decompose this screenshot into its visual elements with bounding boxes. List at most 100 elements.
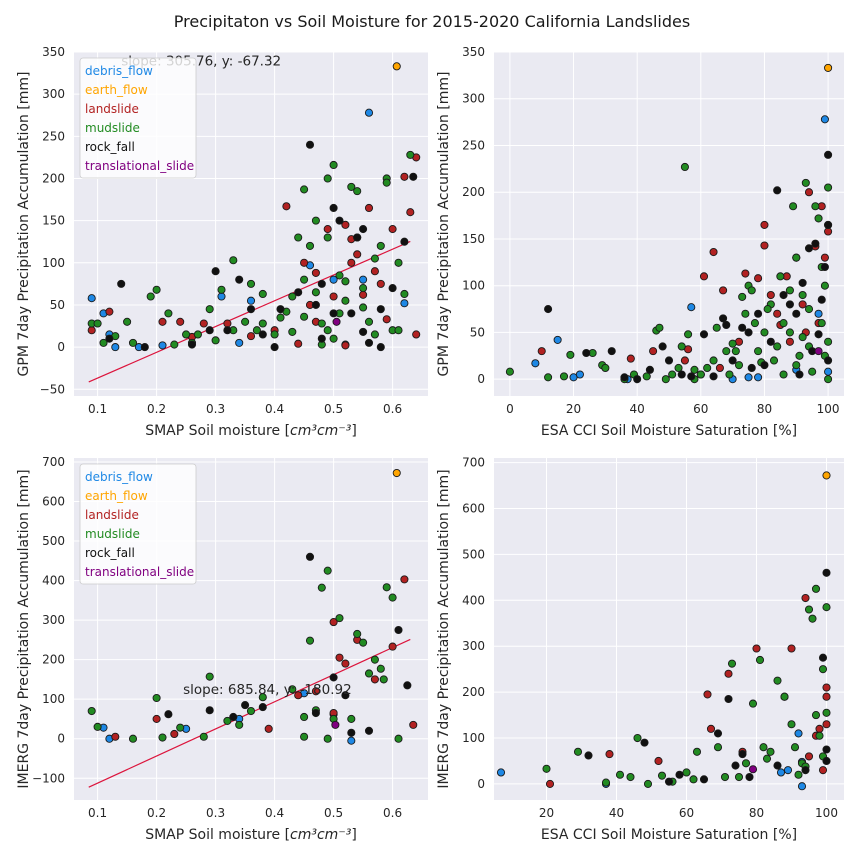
data-point-mudslide xyxy=(317,319,326,328)
data-point-debris-flow xyxy=(797,782,807,791)
data-point-mudslide xyxy=(400,289,409,299)
data-point-rock-fall xyxy=(317,279,326,288)
data-point-mudslide xyxy=(311,288,320,297)
data-point-landslide xyxy=(820,253,829,262)
data-point-landslide xyxy=(353,250,362,259)
data-point-rock-fall xyxy=(824,150,833,159)
data-point-mudslide xyxy=(128,338,138,347)
data-point-mudslide xyxy=(773,342,782,351)
data-point-debris-flow xyxy=(329,275,338,284)
data-point-mudslide xyxy=(728,339,737,348)
data-layer xyxy=(87,62,421,383)
data-point-earth-flow xyxy=(824,63,833,72)
data-point-mudslide xyxy=(773,676,782,685)
data-point-landslide xyxy=(246,332,256,341)
data-point-debris-flow xyxy=(235,338,244,347)
data-point-debris-flow xyxy=(400,299,409,308)
data-point-rock-fall xyxy=(724,694,733,704)
data-point-mudslide xyxy=(235,720,244,729)
data-point-landslide xyxy=(335,653,344,662)
data-point-landslide xyxy=(752,644,761,653)
y-tick-label: 200 xyxy=(42,653,65,667)
data-point-mudslide xyxy=(329,160,338,170)
data-point-mudslide xyxy=(811,711,821,720)
data-point-mudslide xyxy=(725,370,734,379)
y-tick-label: 250 xyxy=(462,138,485,152)
data-point-mudslide xyxy=(779,319,788,328)
data-point-rock-fall xyxy=(824,356,833,365)
data-point-mudslide xyxy=(505,367,514,376)
y-tick-label: 300 xyxy=(42,613,65,627)
data-point-landslide xyxy=(801,593,810,603)
data-point-mudslide xyxy=(370,330,379,339)
data-point-landslide xyxy=(359,290,368,299)
data-point-mudslide xyxy=(820,281,829,290)
x-tick-label: 0.1 xyxy=(88,806,107,820)
data-point-rock-fall xyxy=(773,761,782,770)
data-point-mudslide xyxy=(785,328,794,337)
data-point-rock-fall xyxy=(311,708,320,718)
data-point-landslide xyxy=(364,203,374,213)
data-point-mudslide xyxy=(822,708,831,717)
data-point-rock-fall xyxy=(824,220,833,229)
data-point-rock-fall xyxy=(294,288,303,297)
x-axis-label: SMAP Soil moisture [cm³cm⁻³] xyxy=(145,827,357,843)
data-point-mudslide xyxy=(680,162,689,172)
y-tick-label: 250 xyxy=(42,129,65,143)
data-point-rock-fall xyxy=(785,300,794,309)
data-point-mudslide xyxy=(199,732,208,741)
data-point-mudslide xyxy=(305,636,315,645)
data-point-mudslide xyxy=(798,333,807,342)
data-point-mudslide xyxy=(217,285,226,294)
data-point-debris-flow xyxy=(246,296,256,305)
data-point-landslide xyxy=(152,714,161,723)
x-axis-label: SMAP Soil moisture [cm³cm⁻³] xyxy=(145,423,357,439)
data-point-mudslide xyxy=(747,286,756,295)
data-point-mudslide xyxy=(205,305,214,314)
data-point-mudslide xyxy=(794,770,803,779)
data-point-landslide xyxy=(822,720,831,729)
data-point-rock-fall xyxy=(633,375,642,384)
data-point-rock-fall xyxy=(811,239,820,248)
data-point-mudslide xyxy=(738,292,747,301)
data-point-mudslide xyxy=(677,342,686,351)
x-axis-label: ESA CCI Soil Moisture Saturation [%] xyxy=(541,827,797,843)
data-point-rock-fall xyxy=(376,343,385,352)
data-point-landslide xyxy=(223,319,232,328)
data-point-landslide xyxy=(649,347,658,356)
y-tick-label: −50 xyxy=(40,382,65,396)
data-point-debris-flow xyxy=(744,373,753,382)
data-point-rock-fall xyxy=(738,750,747,759)
y-axis-label: IMERG 7day Precipitation Accumulation [m… xyxy=(16,469,32,788)
data-point-mudslide xyxy=(734,361,744,370)
data-point-translational-slide xyxy=(332,317,341,326)
data-point-translational-slide xyxy=(331,720,340,729)
data-point-mudslide xyxy=(542,764,551,773)
data-point-mudslide xyxy=(311,216,320,225)
data-point-rock-fall xyxy=(814,330,823,339)
data-point-landslide xyxy=(329,292,338,301)
data-point-mudslide xyxy=(193,330,202,339)
data-point-rock-fall xyxy=(388,284,397,293)
data-point-rock-fall xyxy=(745,772,754,782)
x-tick-label: 40 xyxy=(609,806,624,820)
data-point-mudslide xyxy=(755,655,765,665)
data-point-mudslide xyxy=(300,185,309,194)
y-tick-label: 100 xyxy=(42,256,65,270)
data-point-mudslide xyxy=(763,305,772,314)
data-point-rock-fall xyxy=(760,361,769,370)
data-point-rock-fall xyxy=(347,309,356,318)
data-point-landslide xyxy=(347,258,356,267)
data-point-rock-fall xyxy=(798,278,807,287)
data-point-rock-fall xyxy=(311,300,320,309)
data-point-mudslide xyxy=(323,174,332,183)
data-point-mudslide xyxy=(323,566,332,575)
data-point-mudslide xyxy=(87,706,96,716)
data-point-rock-fall xyxy=(329,309,338,318)
data-point-mudslide xyxy=(258,319,267,328)
data-layer xyxy=(496,471,831,791)
data-point-mudslide xyxy=(379,675,388,684)
data-point-mudslide xyxy=(655,323,664,332)
data-point-rock-fall xyxy=(754,309,763,318)
legend: debris_flow earth_flow landslide mudslide ro… xyxy=(79,57,197,179)
